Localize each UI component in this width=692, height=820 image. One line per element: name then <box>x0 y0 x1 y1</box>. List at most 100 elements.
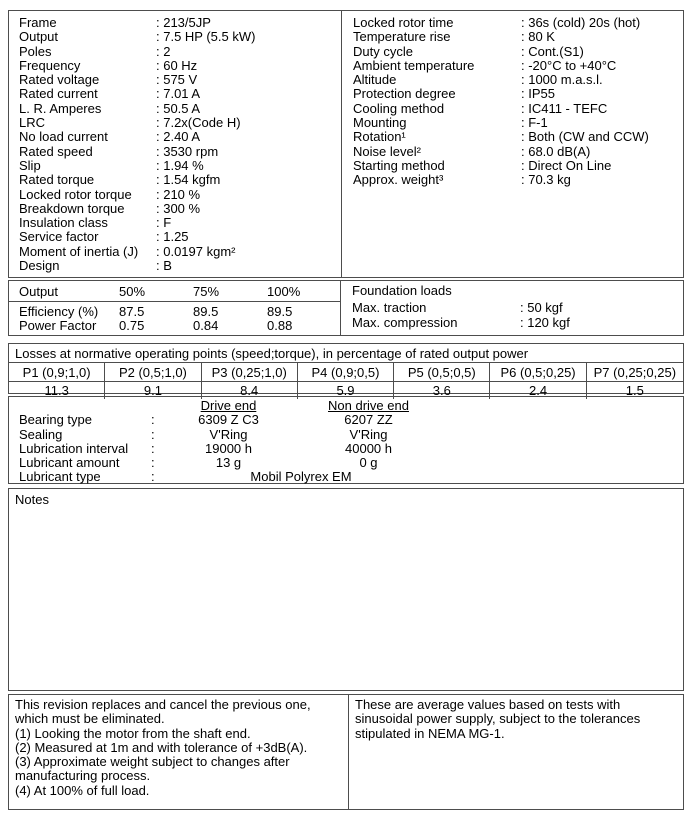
spec-value: : 2.40 A <box>156 129 201 145</box>
spec-row: Design: B <box>9 258 341 274</box>
spec-row: Rated torque: 1.54 kgfm <box>9 172 341 188</box>
spec-value: : IP55 <box>521 86 555 102</box>
spec-row: Breakdown torque: 300 % <box>9 200 341 216</box>
spec-value: : 50.5 A <box>156 100 201 116</box>
spec-row: Noise level²: 68.0 dB(A) <box>342 143 683 159</box>
performance-header-cell: 50% <box>119 284 146 299</box>
foundation-loads-panel: Foundation loads Max. traction: 50 kgf Ma… <box>341 281 683 335</box>
spec-label: Rated current <box>19 86 98 102</box>
performance-value: 89.5 <box>193 304 219 319</box>
spec-label: Output <box>19 29 59 45</box>
spec-label: Noise level² <box>353 143 421 159</box>
bearing-empty-cell <box>441 428 683 442</box>
footer-tolerance-text: These are average values based on tests … <box>355 697 641 741</box>
bearing-row-label: Lubricant type <box>19 469 101 485</box>
notes-title: Notes <box>15 492 49 507</box>
spec-label: Frame <box>19 15 57 30</box>
bearing-non-drive-value: 0 g <box>359 455 378 471</box>
losses-point-value: 1.5 <box>625 383 644 398</box>
spec-value: : 1000 m.a.s.l. <box>521 72 603 88</box>
spec-label: Cooling method <box>353 100 445 116</box>
bearing-table: Drive end Non drive end Bearing type: 6309 … <box>9 398 683 485</box>
performance-value: 89.5 <box>267 304 293 319</box>
spec-value: : 2 <box>156 43 171 59</box>
bearing-row-label: Sealing <box>19 426 63 442</box>
spec-row: Starting method: Direct On Line <box>342 157 683 173</box>
spec-value: : B <box>156 258 172 274</box>
spec-label: LRC <box>19 115 46 131</box>
foundation-loads-title: Foundation loads <box>352 283 452 298</box>
spec-value: : 210 % <box>156 186 201 202</box>
spec-row: Slip: 1.94 % <box>9 157 341 173</box>
losses-point-header: P2 (0,5;1,0) <box>105 363 202 382</box>
bearing-row-label: Lubricant amount <box>19 455 120 471</box>
spec-row: Service factor: 1.25 <box>9 229 341 245</box>
losses-section: Losses at normative operating points (sp… <box>8 343 684 399</box>
spec-value: : 80 K <box>521 29 555 45</box>
bearing-non-drive-value: 40000 h <box>345 440 392 456</box>
spec-label: No load current <box>19 129 108 145</box>
losses-point-header: P3 (0,25;1,0) <box>201 363 298 382</box>
footer-section: This revision replaces and cancel the pr… <box>8 694 684 810</box>
bearing-colon: : <box>151 469 155 485</box>
performance-row-label: Efficiency (%) <box>19 304 99 319</box>
losses-point-header: P6 (0,5;0,25) <box>490 363 587 382</box>
spec-row: Frequency: 60 Hz <box>9 57 341 73</box>
losses-point-header: P5 (0,5;0,5) <box>394 363 491 382</box>
bearing-empty-cell <box>441 456 683 470</box>
bearing-section: Drive end Non drive end Bearing type: 6309 … <box>8 396 684 484</box>
performance-header-cell: Output <box>19 284 59 299</box>
spec-value: : 1.54 kgfm <box>156 172 221 188</box>
bearing-colon: : <box>151 440 155 456</box>
footer-note-line: (4) At 100% of full load. <box>15 782 150 798</box>
bearing-colon: : <box>151 455 155 471</box>
spec-value: : 1.25 <box>156 229 189 245</box>
spec-label: Moment of inertia (J) <box>19 243 139 259</box>
spec-value: : 3530 rpm <box>156 143 219 159</box>
spec-value: : F <box>156 215 172 231</box>
spec-label: L. R. Amperes <box>19 100 102 116</box>
bearing-col-header-non-drive-end: Non drive end <box>328 398 409 413</box>
performance-value: 0.75 <box>119 318 145 334</box>
bearing-drive-value: 19000 h <box>205 440 252 456</box>
bearing-non-drive-value: 6207 ZZ <box>344 412 393 428</box>
spec-value: : 213/5JP <box>156 15 211 30</box>
spec-value: : 7.2x(Code H) <box>156 115 241 131</box>
bearing-non-drive-value: V'Ring <box>349 426 388 442</box>
foundation-label: Max. traction <box>352 300 427 316</box>
bearing-colon: : <box>151 412 155 428</box>
bearing-lubricant-value: Mobil Polyrex EM <box>250 469 352 485</box>
spec-value: : Both (CW and CCW) <box>521 129 649 145</box>
spec-value: : 0.0197 kgm² <box>156 243 236 259</box>
performance-table-header: Output 50% 75% 100% <box>9 281 340 302</box>
spec-label: Locked rotor time <box>353 15 454 30</box>
spec-value: : Direct On Line <box>521 157 612 173</box>
bearing-drive-value: 13 g <box>215 455 242 471</box>
performance-value: 0.84 <box>193 318 219 334</box>
spec-value: : 60 Hz <box>156 57 198 73</box>
bearing-row-label: Bearing type <box>19 412 92 428</box>
spec-row: L. R. Amperes : 50.5 A <box>9 100 341 116</box>
spec-value: : 300 % <box>156 200 201 216</box>
bearing-empty-cell <box>441 470 683 484</box>
footer-note-line: This revision replaces and cancel the pr… <box>15 697 311 727</box>
losses-point-value: 5.9 <box>298 382 395 399</box>
losses-title: Losses at normative operating points (sp… <box>9 344 683 363</box>
spec-row: Temperature rise: 80 K <box>342 29 683 45</box>
performance-row: Power Factor 0.75 0.84 0.88 <box>9 318 340 334</box>
spec-value: : F-1 <box>521 115 548 131</box>
footer-tolerance-note: These are average values based on tests … <box>349 695 683 809</box>
spec-value: : 1.94 % <box>156 157 204 173</box>
bearing-col-header-drive-end: Drive end <box>200 398 257 413</box>
general-data-left-column: Frame: 213/5JP Output: 7.5 HP (5.5 kW) Pol… <box>9 11 342 277</box>
spec-label: Rated speed <box>19 143 93 159</box>
foundation-row: Max. traction: 50 kgf <box>341 300 683 316</box>
losses-point-value: 8.4 <box>202 382 298 399</box>
spec-value: : 575 V <box>156 72 198 88</box>
general-data-right-column: Locked rotor time: 36s (cold) 20s (hot) T… <box>342 11 683 277</box>
spec-row: Cooling method: IC411 - TEFC <box>342 100 683 116</box>
performance-header-cell: 75% <box>193 284 220 299</box>
spec-row: Rated speed : 3530 rpm <box>9 143 341 159</box>
spec-label: Approx. weight³ <box>353 172 444 188</box>
losses-table: P1 (0,9;1,0) P2 (0,5;1,0) P3 (0,25;1,0) P4 … <box>9 363 683 399</box>
